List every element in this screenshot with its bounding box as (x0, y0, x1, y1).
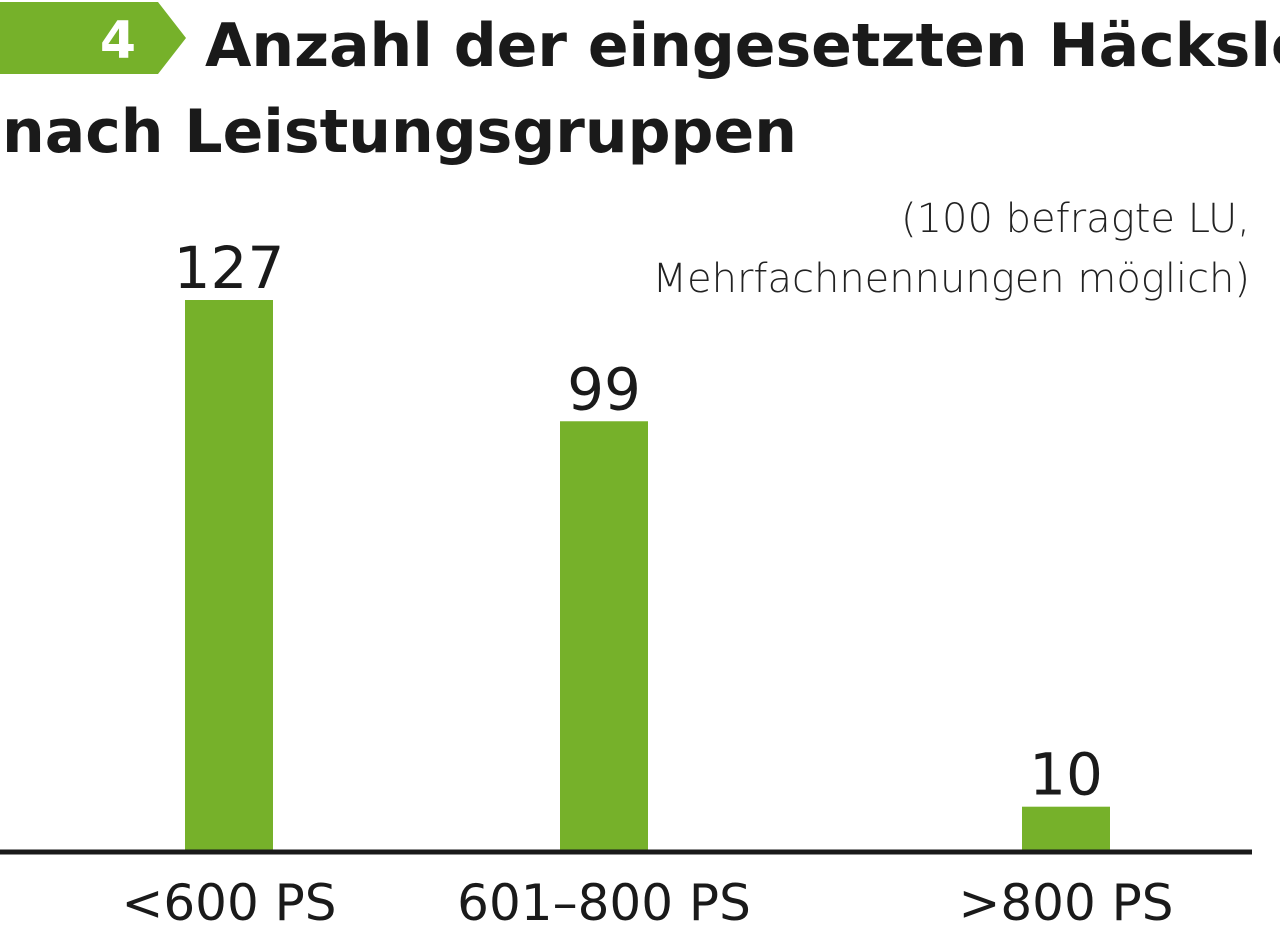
bar-3 (1022, 806, 1110, 850)
bar-1 (185, 300, 273, 850)
bar-2 (560, 421, 648, 850)
value-labels-group: 127 99 10 (174, 234, 1103, 809)
value-label-2: 99 (567, 355, 641, 423)
title-badge: 4 (0, 2, 186, 74)
chart-note-line2: Mehrfachnennungen möglich) (652, 256, 1250, 302)
badge-number: 4 (100, 11, 136, 71)
chart-title-line2: nach Leistungsgruppen (2, 97, 797, 167)
chart-note-line1: (100 befragte LU, (901, 196, 1250, 242)
bars-group (185, 300, 1110, 850)
category-label-2: 601–800 PS (457, 874, 751, 931)
value-label-3: 10 (1029, 741, 1103, 809)
badge-arrow-shape (0, 2, 186, 74)
category-label-1: <600 PS (121, 874, 336, 931)
value-label-1: 127 (174, 234, 285, 302)
category-labels-group: <600 PS 601–800 PS >800 PS (121, 874, 1173, 931)
chart-title-line1: Anzahl der eingesetzten Häcksler (205, 11, 1280, 81)
category-label-3: >800 PS (958, 874, 1173, 931)
